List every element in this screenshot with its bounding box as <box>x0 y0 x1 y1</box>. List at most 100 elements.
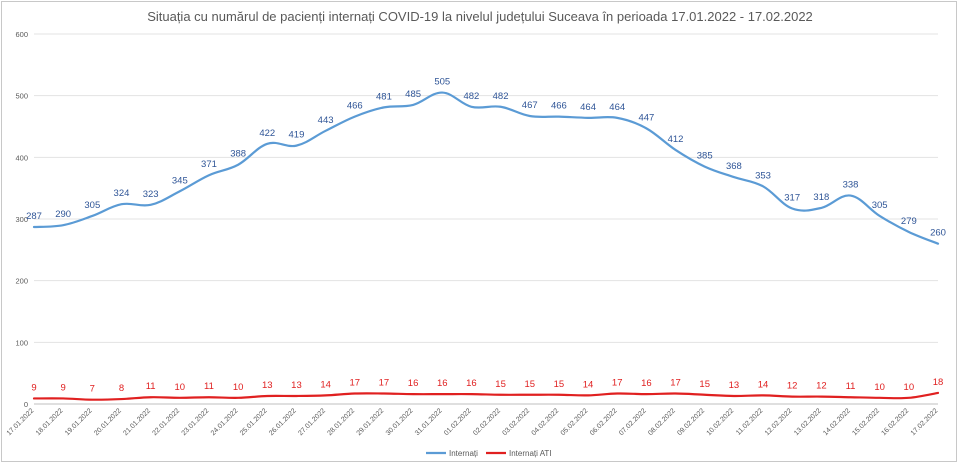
x-tick-label: 13.02.2022 <box>793 407 823 437</box>
data-label: 10 <box>904 382 915 393</box>
data-label: 15 <box>495 379 506 390</box>
data-label: 345 <box>172 175 188 186</box>
data-label: 16 <box>641 378 652 389</box>
data-labels: 287 290 305 324 323 345 371 388 422 419 443 466 481 4… <box>26 77 946 395</box>
data-label: 482 <box>463 91 479 102</box>
data-label: 14 <box>583 379 594 390</box>
x-tick-label: 26.01.2022 <box>268 407 298 437</box>
y-tick-label: 500 <box>15 92 28 101</box>
x-tick-label: 17.02.2022 <box>910 407 940 437</box>
x-tick-label: 27.01.2022 <box>297 407 327 437</box>
x-tick-label: 25.01.2022 <box>239 407 269 437</box>
data-label: 318 <box>813 192 829 203</box>
x-tick-label: 07.02.2022 <box>618 407 648 437</box>
data-label: 447 <box>638 112 654 123</box>
data-label: 10 <box>175 382 186 393</box>
data-label: 15 <box>524 379 535 390</box>
legend-label: Internați <box>449 449 478 458</box>
data-label: 323 <box>143 189 159 200</box>
data-label: 10 <box>233 382 244 393</box>
series-line-internati-ati <box>32 391 940 401</box>
y-axis: 0 100 200 300 400 500 600 <box>15 30 28 409</box>
y-tick-label: 100 <box>15 338 28 347</box>
x-tick-label: 24.01.2022 <box>210 407 240 437</box>
data-label: 485 <box>405 89 421 100</box>
data-label: 17 <box>670 378 681 389</box>
data-label: 260 <box>930 228 946 239</box>
data-label: 17 <box>349 378 360 389</box>
data-label: 482 <box>493 91 509 102</box>
data-label: 464 <box>580 102 596 113</box>
data-label: 338 <box>843 180 859 191</box>
data-label: 10 <box>874 382 885 393</box>
x-tick-label: 10.02.2022 <box>706 407 736 437</box>
x-tick-label: 16.02.2022 <box>881 407 911 437</box>
data-label: 371 <box>201 159 217 170</box>
data-label: 15 <box>699 379 710 390</box>
data-label: 412 <box>668 134 684 145</box>
data-label: 464 <box>609 102 625 113</box>
data-label: 279 <box>901 216 917 227</box>
x-tick-label: 01.02.2022 <box>443 407 473 437</box>
x-tick-label: 05.02.2022 <box>560 407 590 437</box>
series-line-internati <box>32 91 940 245</box>
data-label: 505 <box>434 77 450 88</box>
x-tick-label: 21.01.2022 <box>122 407 152 437</box>
data-label: 16 <box>466 378 477 389</box>
x-tick-label: 12.02.2022 <box>764 407 794 437</box>
data-label: 18 <box>933 377 944 388</box>
x-tick-label: 22.01.2022 <box>151 407 181 437</box>
y-tick-label: 200 <box>15 277 28 286</box>
data-label: 419 <box>289 130 305 141</box>
data-label: 12 <box>787 381 798 392</box>
x-tick-label: 23.01.2022 <box>181 407 211 437</box>
data-label: 12 <box>816 381 827 392</box>
data-label: 14 <box>758 379 769 390</box>
x-tick-label: 19.01.2022 <box>64 407 94 437</box>
x-tick-label: 02.02.2022 <box>472 407 502 437</box>
data-label: 467 <box>522 100 538 111</box>
data-label: 11 <box>146 381 156 392</box>
x-tick-label: 29.01.2022 <box>356 407 386 437</box>
x-tick-label: 08.02.2022 <box>647 407 677 437</box>
data-label: 443 <box>318 115 334 126</box>
x-tick-label: 20.01.2022 <box>93 407 123 437</box>
data-label: 287 <box>26 211 42 222</box>
data-label: 466 <box>551 101 567 112</box>
y-tick-label: 300 <box>15 215 28 224</box>
x-tick-label: 09.02.2022 <box>676 407 706 437</box>
data-label: 324 <box>114 188 130 199</box>
x-tick-label: 17.01.2022 <box>6 407 36 437</box>
data-label: 385 <box>697 151 713 162</box>
data-label: 16 <box>408 378 419 389</box>
y-tick-label: 400 <box>15 153 28 162</box>
data-label: 422 <box>259 128 275 139</box>
x-tick-label: 31.01.2022 <box>414 407 444 437</box>
data-label: 388 <box>230 149 246 160</box>
data-label: 9 <box>61 382 66 393</box>
data-label: 368 <box>726 161 742 172</box>
x-tick-label: 03.02.2022 <box>501 407 531 437</box>
legend-label: Internați ATI <box>509 449 552 458</box>
x-tick-label: 18.01.2022 <box>35 407 65 437</box>
gridlines <box>34 33 938 405</box>
x-tick-label: 04.02.2022 <box>531 407 561 437</box>
data-label: 481 <box>376 91 392 102</box>
data-label: 13 <box>262 380 273 391</box>
data-label: 17 <box>612 378 623 389</box>
data-label: 9 <box>31 382 36 393</box>
data-label: 317 <box>784 193 800 204</box>
x-tick-label: 06.02.2022 <box>589 407 619 437</box>
data-label: 11 <box>204 381 214 392</box>
x-tick-label: 11.02.2022 <box>735 407 764 436</box>
series-lines <box>32 91 940 401</box>
data-label: 14 <box>320 379 331 390</box>
y-tick-label: 0 <box>24 400 28 409</box>
data-label: 16 <box>437 378 448 389</box>
data-label: 353 <box>755 170 771 181</box>
x-axis: 17.01.2022 18.01.2022 19.01.2022 20.01.2022… <box>6 407 940 437</box>
data-label: 290 <box>55 209 71 220</box>
x-tick-label: 15.02.2022 <box>851 407 881 437</box>
